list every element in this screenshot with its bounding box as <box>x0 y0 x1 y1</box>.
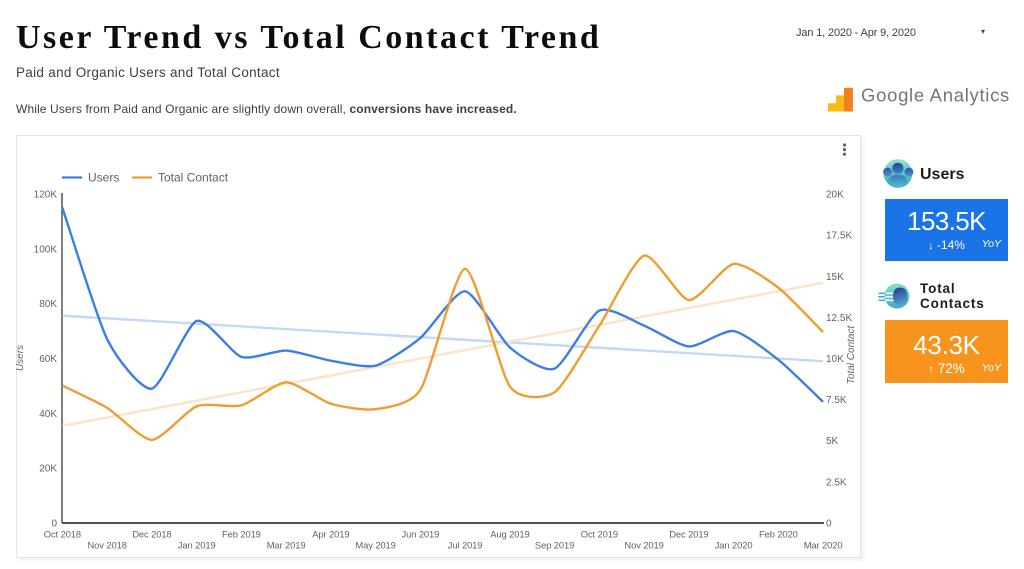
svg-text:0: 0 <box>51 519 57 530</box>
svg-text:12.5K: 12.5K <box>826 313 852 324</box>
svg-text:Mar 2019: Mar 2019 <box>267 540 306 551</box>
svg-text:120K: 120K <box>34 190 58 201</box>
svg-text:Aug 2019: Aug 2019 <box>490 529 529 540</box>
svg-text:May 2019: May 2019 <box>355 540 395 551</box>
svg-text:Jul 2019: Jul 2019 <box>448 540 483 551</box>
svg-text:Oct 2019: Oct 2019 <box>581 529 618 540</box>
svg-text:Oct 2018: Oct 2018 <box>44 529 81 540</box>
svg-text:Jun 2019: Jun 2019 <box>402 529 440 540</box>
svg-text:Nov 2019: Nov 2019 <box>624 540 663 551</box>
svg-text:Dec 2019: Dec 2019 <box>669 529 708 540</box>
svg-text:20K: 20K <box>39 464 57 475</box>
svg-text:80K: 80K <box>39 299 57 310</box>
svg-text:20K: 20K <box>826 190 844 201</box>
svg-text:Google Analytics: Google Analytics <box>861 85 1010 106</box>
svg-text:0: 0 <box>826 519 832 530</box>
svg-text:40K: 40K <box>39 409 57 420</box>
svg-text:2.5K: 2.5K <box>826 477 847 488</box>
svg-text:Nov 2018: Nov 2018 <box>88 540 127 551</box>
svg-text:Feb 2020: Feb 2020 <box>759 529 798 540</box>
svg-text:Sep 2019: Sep 2019 <box>535 540 574 551</box>
svg-text:15K: 15K <box>826 272 844 283</box>
svg-text:Dec 2018: Dec 2018 <box>132 529 171 540</box>
svg-text:17.5K: 17.5K <box>826 231 852 242</box>
svg-text:Users: Users <box>16 345 26 371</box>
svg-text:Total Contact: Total Contact <box>846 325 857 385</box>
svg-text:60K: 60K <box>39 354 57 365</box>
svg-text:Mar 2020: Mar 2020 <box>804 540 843 551</box>
svg-text:10K: 10K <box>826 354 844 365</box>
svg-text:5K: 5K <box>826 436 839 447</box>
svg-text:Feb 2019: Feb 2019 <box>222 529 261 540</box>
svg-text:Jan 2020: Jan 2020 <box>715 540 753 551</box>
svg-text:100K: 100K <box>34 244 58 255</box>
svg-text:Total Contact: Total Contact <box>158 171 229 185</box>
svg-text:Users: Users <box>88 171 119 185</box>
svg-text:7.5K: 7.5K <box>826 395 847 406</box>
svg-text:Jan 2019: Jan 2019 <box>178 540 216 551</box>
svg-text:Apr 2019: Apr 2019 <box>312 529 349 540</box>
